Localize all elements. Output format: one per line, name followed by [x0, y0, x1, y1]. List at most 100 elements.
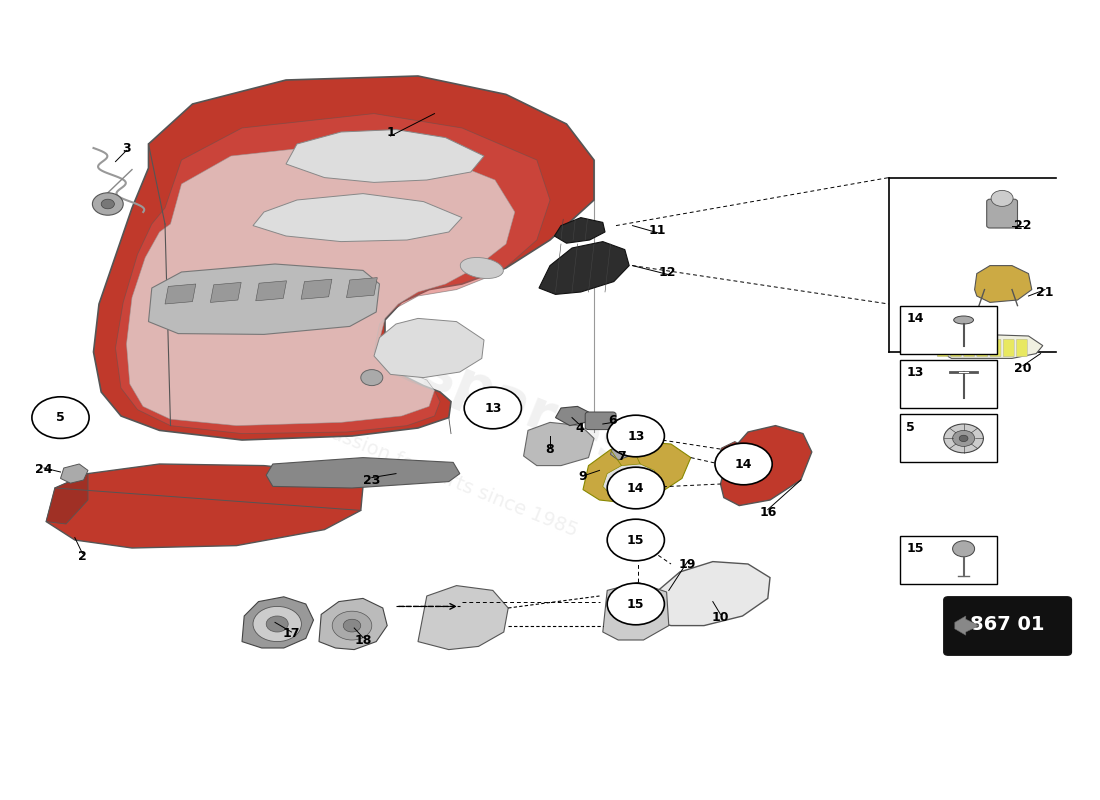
Text: 10: 10 — [712, 611, 729, 624]
Text: 14: 14 — [735, 458, 752, 470]
Polygon shape — [583, 442, 691, 502]
Circle shape — [953, 541, 975, 557]
Text: 3: 3 — [122, 142, 131, 154]
Circle shape — [343, 619, 361, 632]
Text: 6: 6 — [608, 414, 617, 426]
Circle shape — [607, 467, 664, 509]
Polygon shape — [374, 318, 484, 378]
Polygon shape — [610, 438, 632, 460]
Polygon shape — [210, 282, 241, 302]
Text: 2: 2 — [78, 550, 87, 562]
Circle shape — [953, 430, 975, 446]
FancyBboxPatch shape — [1003, 339, 1014, 357]
Polygon shape — [720, 426, 812, 506]
Polygon shape — [539, 242, 629, 294]
Polygon shape — [649, 562, 770, 626]
Polygon shape — [301, 279, 332, 299]
Text: 23: 23 — [363, 474, 381, 486]
Text: 13: 13 — [484, 402, 502, 414]
FancyBboxPatch shape — [937, 339, 948, 357]
Text: 16: 16 — [759, 506, 777, 518]
FancyBboxPatch shape — [1016, 339, 1027, 357]
Text: 12: 12 — [659, 266, 676, 278]
FancyBboxPatch shape — [950, 339, 961, 357]
Text: 19: 19 — [679, 558, 696, 570]
Text: 15: 15 — [627, 598, 645, 610]
Polygon shape — [556, 406, 588, 426]
Polygon shape — [242, 597, 314, 648]
Text: 15: 15 — [906, 542, 924, 555]
Circle shape — [101, 199, 114, 209]
Circle shape — [991, 190, 1013, 206]
Circle shape — [253, 606, 301, 642]
Polygon shape — [554, 218, 605, 243]
Polygon shape — [148, 264, 380, 334]
Polygon shape — [165, 284, 196, 304]
FancyBboxPatch shape — [964, 339, 975, 357]
Polygon shape — [603, 464, 658, 496]
Polygon shape — [603, 582, 669, 640]
Circle shape — [92, 193, 123, 215]
Polygon shape — [60, 464, 88, 483]
Text: 7: 7 — [617, 450, 626, 462]
Bar — [900, 536, 997, 584]
Circle shape — [607, 583, 664, 625]
Polygon shape — [319, 598, 387, 650]
Text: 13: 13 — [906, 366, 924, 379]
Polygon shape — [715, 442, 748, 470]
Polygon shape — [524, 422, 594, 466]
Polygon shape — [94, 76, 594, 440]
Bar — [900, 360, 997, 408]
Polygon shape — [46, 474, 88, 524]
Circle shape — [361, 370, 383, 386]
FancyBboxPatch shape — [944, 597, 1071, 655]
Circle shape — [944, 424, 983, 453]
Polygon shape — [266, 458, 460, 488]
Text: 14: 14 — [627, 482, 645, 494]
Polygon shape — [933, 334, 1043, 358]
Polygon shape — [46, 464, 363, 548]
Polygon shape — [253, 194, 462, 242]
Polygon shape — [116, 114, 550, 434]
Polygon shape — [975, 266, 1032, 302]
Polygon shape — [126, 144, 515, 426]
Polygon shape — [418, 586, 508, 650]
Text: 5: 5 — [906, 421, 915, 434]
Text: 9: 9 — [579, 470, 587, 482]
Text: eurospar.es: eurospar.es — [283, 291, 641, 477]
Ellipse shape — [954, 316, 974, 324]
Polygon shape — [286, 130, 484, 182]
Polygon shape — [255, 281, 286, 301]
Circle shape — [959, 435, 968, 442]
Text: 4: 4 — [575, 422, 584, 434]
Text: 24: 24 — [35, 463, 53, 476]
Polygon shape — [346, 278, 377, 298]
Circle shape — [607, 415, 664, 457]
Text: 5: 5 — [56, 411, 65, 424]
Circle shape — [32, 397, 89, 438]
Polygon shape — [955, 616, 979, 635]
Text: 11: 11 — [649, 224, 667, 237]
Bar — [900, 306, 997, 354]
Ellipse shape — [460, 258, 504, 278]
Text: 17: 17 — [283, 627, 300, 640]
Circle shape — [332, 611, 372, 640]
Circle shape — [715, 443, 772, 485]
FancyBboxPatch shape — [585, 412, 616, 430]
Bar — [900, 414, 997, 462]
Text: 867 01: 867 01 — [970, 614, 1045, 634]
Text: 14: 14 — [906, 312, 924, 325]
Text: 13: 13 — [627, 430, 645, 442]
FancyBboxPatch shape — [990, 339, 1001, 357]
Text: 20: 20 — [1014, 362, 1032, 374]
Text: 15: 15 — [627, 534, 645, 546]
Text: 21: 21 — [1036, 286, 1054, 298]
Circle shape — [464, 387, 521, 429]
Text: 18: 18 — [354, 634, 372, 646]
Text: 22: 22 — [1014, 219, 1032, 232]
Circle shape — [607, 519, 664, 561]
Text: a passion for parts since 1985: a passion for parts since 1985 — [299, 412, 581, 540]
FancyBboxPatch shape — [987, 199, 1018, 228]
FancyBboxPatch shape — [977, 339, 988, 357]
Circle shape — [266, 616, 288, 632]
